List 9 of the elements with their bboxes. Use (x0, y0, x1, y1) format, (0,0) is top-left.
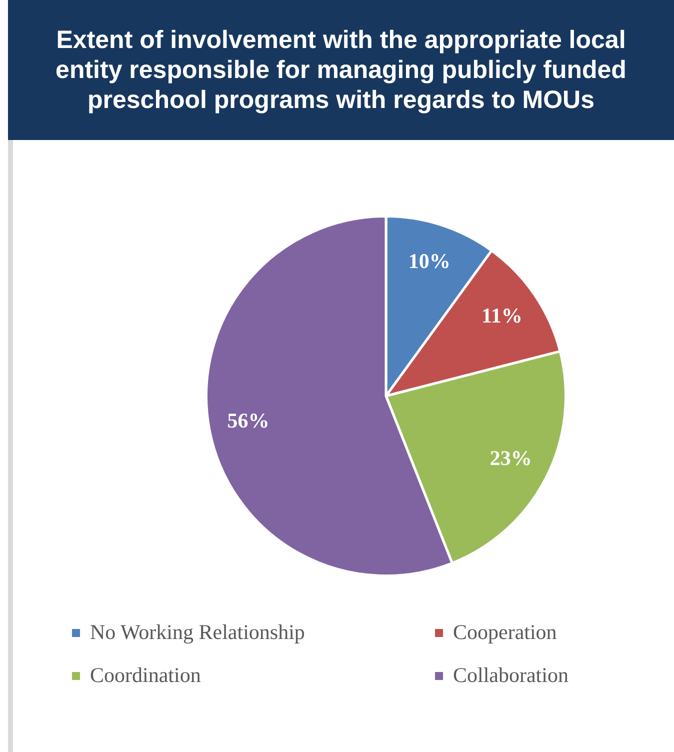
legend-label: Collaboration (453, 663, 568, 688)
legend-label: Coordination (90, 663, 201, 688)
data-label: 11% (482, 304, 522, 328)
chart-title: Extent of involvement with the appropriate local entity responsible for managing publicly funded preschool programs with regards to MOUs (8, 0, 674, 140)
data-label: 23% (490, 446, 532, 470)
data-label: 56% (227, 408, 270, 433)
data-label: 10% (408, 249, 450, 274)
legend-label: Cooperation (453, 620, 557, 645)
legend-label: No Working Relationship (90, 620, 305, 645)
